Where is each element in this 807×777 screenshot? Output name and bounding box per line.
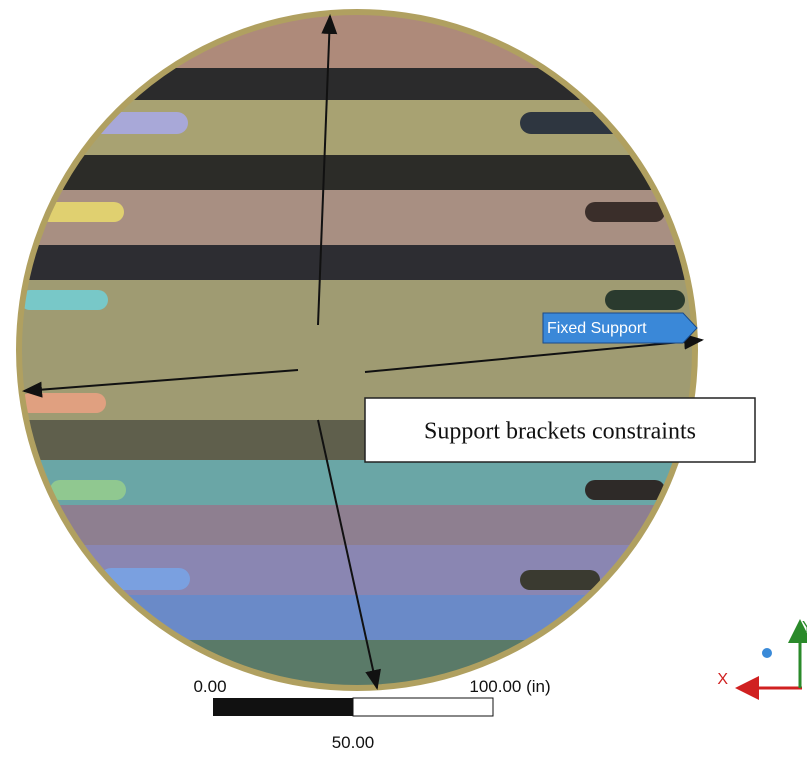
axis-triad: X Y — [717, 619, 807, 688]
triad-x: X — [717, 671, 728, 688]
page: Fixed Support Support brackets constrain… — [0, 0, 807, 777]
callout-text: Support brackets constraints — [424, 419, 696, 445]
fixed-support-tag: Fixed Support — [543, 313, 697, 343]
fixed-support-label: Fixed Support — [547, 320, 647, 337]
scale-middle: 50.00 — [332, 733, 375, 752]
triad-y: Y — [802, 619, 807, 636]
viewport: Fixed Support Support brackets constrain… — [0, 0, 807, 777]
scale-end: 100.00 (in) — [469, 677, 550, 696]
scale-start: 0.00 — [193, 677, 226, 696]
callout: Support brackets constraints — [365, 398, 755, 462]
